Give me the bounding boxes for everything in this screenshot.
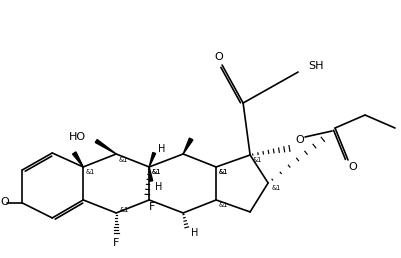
Text: &1: &1 [119,207,128,213]
Text: H: H [191,228,198,238]
Text: &1: &1 [218,169,227,175]
Text: &1: &1 [118,157,128,163]
Text: &1: &1 [252,157,261,163]
Text: &1: &1 [271,185,280,191]
Polygon shape [72,152,83,167]
Text: HO: HO [69,132,86,142]
Polygon shape [95,140,116,154]
Text: &1: &1 [151,169,160,175]
Polygon shape [149,152,155,167]
Text: F: F [149,202,155,212]
Text: O: O [348,162,356,172]
Text: &1: &1 [85,169,95,175]
Text: SH: SH [307,61,323,71]
Text: O: O [295,135,304,145]
Text: O: O [0,197,9,207]
Text: &1: &1 [218,202,227,208]
Text: O: O [214,52,223,62]
Polygon shape [183,138,192,154]
Text: H: H [155,182,162,192]
Text: &1: &1 [151,169,160,175]
Polygon shape [149,167,152,181]
Text: &1: &1 [218,169,227,175]
Text: F: F [113,238,119,248]
Text: H: H [158,144,166,154]
